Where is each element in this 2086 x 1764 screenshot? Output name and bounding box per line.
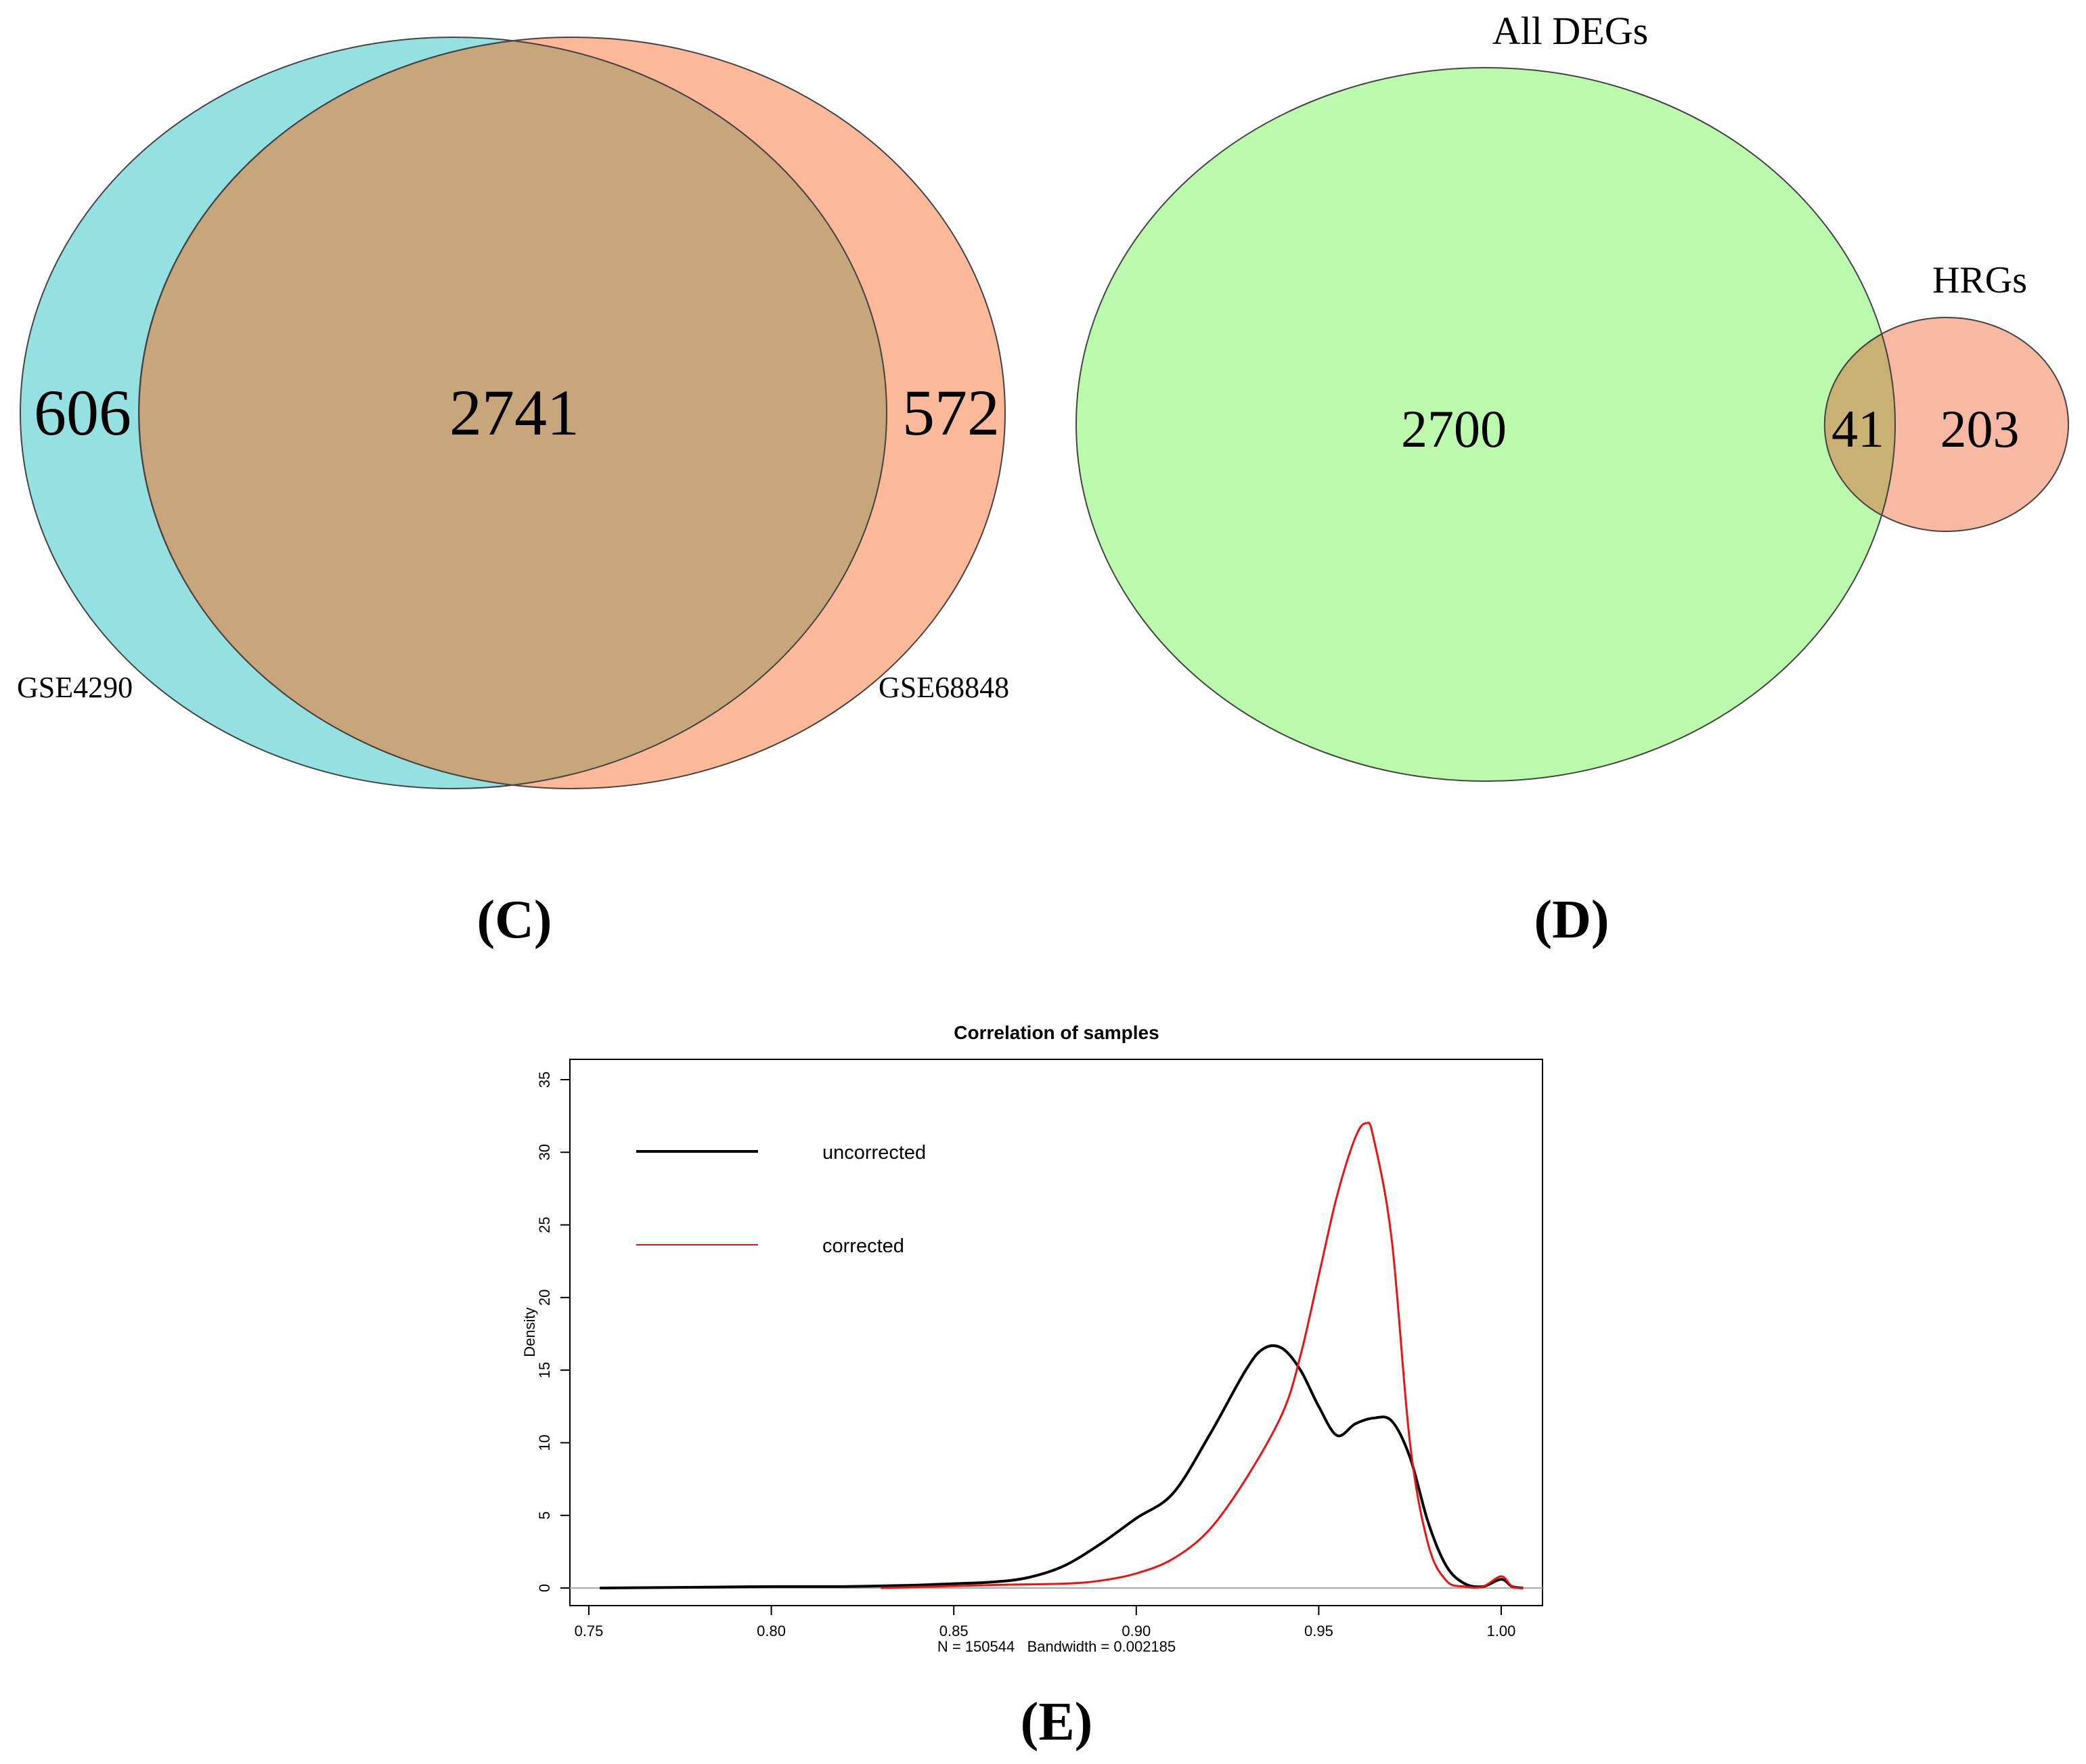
venn-d: All DEGs HRGs 2700 41 203 xyxy=(1075,9,2069,782)
y-tick-label: 25 xyxy=(536,1216,553,1233)
plot-frame xyxy=(569,1059,1543,1606)
y-tick-label: 5 xyxy=(536,1512,553,1520)
x-tick-label: 0.95 xyxy=(1304,1623,1333,1639)
venn-c-count-left: 606 xyxy=(34,376,131,449)
venn-d-count-right: 203 xyxy=(1940,399,2020,458)
venn-d-count-left: 2700 xyxy=(1401,399,1507,458)
y-tick-label: 15 xyxy=(536,1362,553,1378)
panel-label-c: (C) xyxy=(476,890,552,950)
y-tick-label: 30 xyxy=(536,1144,553,1160)
x-tick-label: 0.85 xyxy=(939,1623,969,1639)
series-line-uncorrected xyxy=(600,1344,1524,1589)
venn-c-set-label-left: GSE4290 xyxy=(17,671,133,704)
plot-title: Correlation of samples xyxy=(954,1022,1159,1043)
x-axis-label: N = 150544 Bandwidth = 0.002185 xyxy=(937,1638,1176,1655)
venn-c-intersection xyxy=(138,40,888,786)
x-tick-label: 0.90 xyxy=(1122,1623,1151,1639)
venn-c: 606 2741 572 GSE4290 GSE68848 xyxy=(17,37,1009,789)
y-axis: 0 5 10 15 20 25 30 35 xyxy=(536,1072,570,1592)
y-tick-label: 20 xyxy=(536,1289,553,1306)
y-tick-label: 0 xyxy=(536,1584,553,1592)
panel-label-d: (D) xyxy=(1534,890,1609,950)
venn-d-intersection xyxy=(1823,333,1896,516)
panel-label-e: (E) xyxy=(1021,1692,1093,1752)
series-lines xyxy=(600,1122,1524,1589)
venn-d-count-center: 41 xyxy=(1832,399,1884,458)
venn-c-count-center: 2741 xyxy=(449,376,579,449)
series-line-corrected xyxy=(881,1122,1524,1589)
legend-label-corrected: corrected xyxy=(822,1235,904,1257)
venn-c-set-label-right: GSE68848 xyxy=(879,671,1009,704)
x-axis: 0.75 0.80 0.85 0.90 0.95 1.00 xyxy=(575,1606,1516,1639)
density-plot: Correlation of samples 0.75 0.80 0.85 0.90 0… xyxy=(521,1022,1543,1655)
x-tick-label: 0.80 xyxy=(757,1623,786,1639)
venn-d-set-label-large: All DEGs xyxy=(1492,9,1648,53)
x-tick-label: 1.00 xyxy=(1487,1623,1516,1639)
legend: uncorrected corrected xyxy=(636,1142,926,1257)
y-tick-label: 10 xyxy=(536,1434,553,1451)
y-tick-label: 35 xyxy=(536,1072,553,1088)
y-axis-label: Density xyxy=(521,1307,538,1357)
legend-label-uncorrected: uncorrected xyxy=(822,1142,926,1164)
venn-c-count-right: 572 xyxy=(902,376,1000,449)
x-tick-label: 0.75 xyxy=(575,1623,604,1639)
venn-d-set-label-small: HRGs xyxy=(1932,259,2027,301)
